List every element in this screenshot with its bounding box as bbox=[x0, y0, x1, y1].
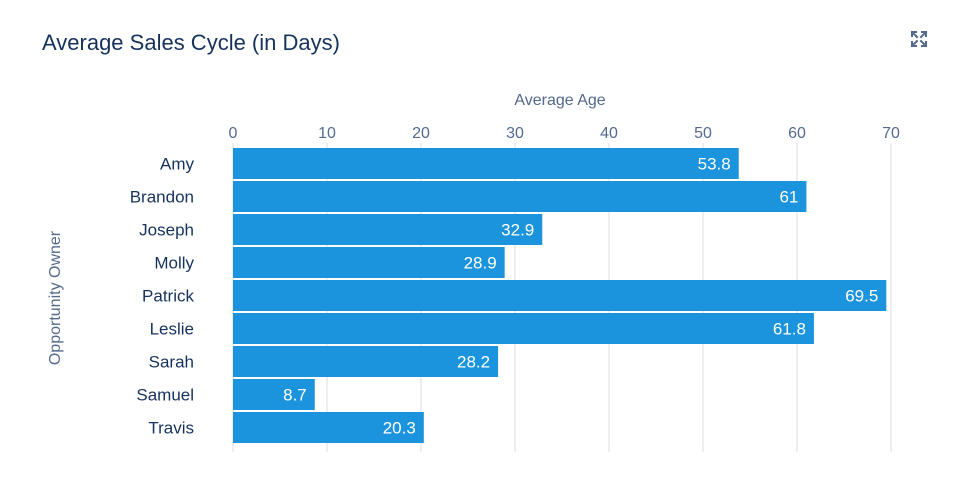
data-label: 28.9 bbox=[464, 254, 497, 273]
x-tick-label: 20 bbox=[412, 125, 430, 142]
category-label: Samuel bbox=[136, 386, 194, 405]
category-label: Sarah bbox=[149, 353, 194, 372]
bar-joseph[interactable] bbox=[233, 214, 543, 245]
bar-leslie[interactable] bbox=[233, 313, 814, 344]
data-label: 69.5 bbox=[845, 287, 878, 306]
bar-samuel[interactable] bbox=[233, 379, 315, 410]
bar-patrick[interactable] bbox=[233, 280, 887, 311]
category-label: Molly bbox=[154, 254, 194, 273]
x-tick-label: 0 bbox=[229, 125, 238, 142]
x-tick-label: 70 bbox=[882, 125, 900, 142]
bar-sarah[interactable] bbox=[233, 346, 499, 377]
bar-molly[interactable] bbox=[233, 247, 505, 278]
bar-travis[interactable] bbox=[233, 412, 424, 443]
bar-amy[interactable] bbox=[233, 148, 739, 179]
x-tick-label: 30 bbox=[506, 125, 524, 142]
x-tick-label: 60 bbox=[788, 125, 806, 142]
category-label: Travis bbox=[148, 419, 194, 438]
category-label: Leslie bbox=[150, 320, 194, 339]
data-label: 28.2 bbox=[457, 353, 490, 372]
data-label: 61 bbox=[779, 188, 798, 207]
data-label: 61.8 bbox=[773, 320, 806, 339]
x-tick-label: 50 bbox=[694, 125, 712, 142]
x-axis-title: Average Age bbox=[514, 92, 605, 109]
data-label: 8.7 bbox=[283, 386, 307, 405]
category-label: Patrick bbox=[142, 287, 194, 306]
x-tick-label: 10 bbox=[318, 125, 336, 142]
category-label: Joseph bbox=[139, 221, 194, 240]
data-label: 53.8 bbox=[698, 155, 731, 174]
expand-button[interactable] bbox=[906, 26, 932, 52]
x-tick-label: 40 bbox=[600, 125, 618, 142]
data-label: 32.9 bbox=[501, 221, 534, 240]
bar-brandon[interactable] bbox=[233, 181, 807, 212]
chart-title: Average Sales Cycle (in Days) bbox=[42, 30, 340, 55]
category-label: Brandon bbox=[130, 188, 194, 207]
expand-icon bbox=[910, 30, 928, 48]
data-label: 20.3 bbox=[383, 419, 416, 438]
y-axis-title: Opportunity Owner bbox=[47, 230, 64, 365]
category-label: Amy bbox=[160, 155, 195, 174]
